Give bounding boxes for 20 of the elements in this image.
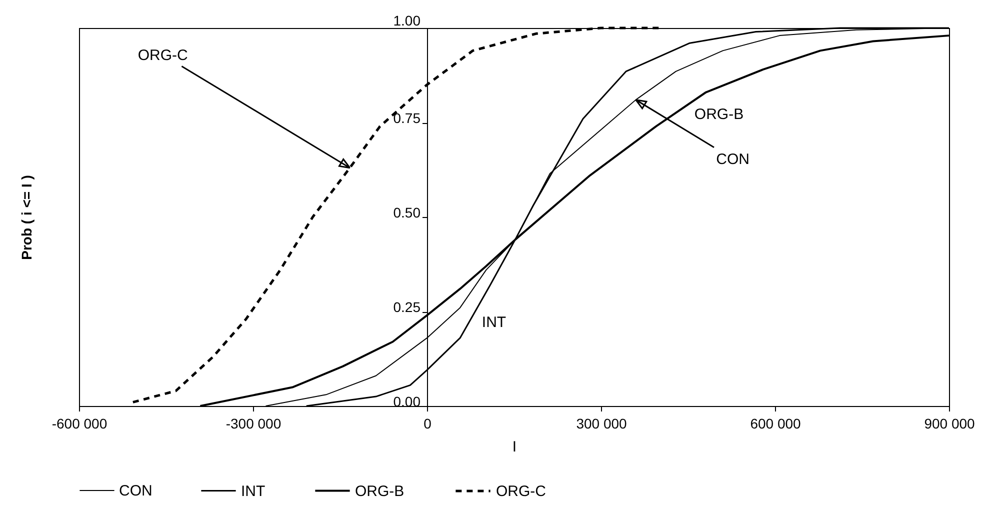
annotation: ORG-C: [138, 46, 188, 64]
x-axis-title: I: [512, 438, 517, 456]
y-tick-label: 0.50: [393, 204, 421, 220]
x-tick-label: 300 000: [576, 416, 628, 432]
y-tick-label: 0.75: [393, 110, 421, 126]
x-tick-label: -300 000: [226, 416, 282, 432]
legend-label: INT: [241, 482, 266, 500]
annotation: ORG-B: [694, 106, 744, 123]
y-tick-label: 0.25: [393, 299, 421, 315]
x-tick-label: -600 000: [52, 416, 108, 432]
legend-label: CON: [119, 482, 152, 500]
y-axis-title: Prob ( i <= I ): [18, 175, 34, 260]
y-tick-label: 1.00: [393, 12, 421, 28]
annotation: INT: [482, 314, 506, 331]
legend-label: ORG-C: [496, 483, 546, 500]
annotation: CON: [716, 150, 750, 168]
x-tick-label: 0: [424, 416, 432, 432]
x-tick-label: 900 000: [924, 416, 976, 432]
legend-label: ORG-B: [355, 482, 404, 500]
x-tick-label: 600 000: [750, 416, 802, 432]
